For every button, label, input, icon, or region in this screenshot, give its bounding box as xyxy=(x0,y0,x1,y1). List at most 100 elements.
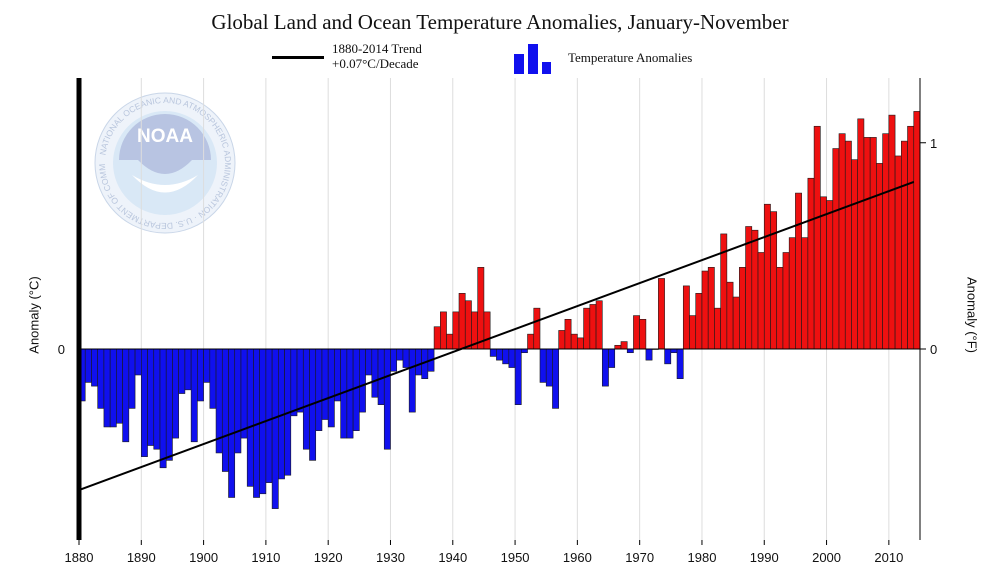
x-tick-label: 1920 xyxy=(314,550,343,565)
bar xyxy=(626,348,634,354)
bar xyxy=(190,348,198,443)
bar xyxy=(296,348,304,413)
bar xyxy=(907,125,915,350)
bar xyxy=(745,226,753,350)
bar xyxy=(371,348,379,398)
bar xyxy=(184,348,192,391)
bar xyxy=(246,348,254,487)
bar xyxy=(290,348,298,417)
bar xyxy=(390,348,398,372)
bar xyxy=(670,348,678,354)
legend-anomalies-swatch xyxy=(514,44,552,74)
bar xyxy=(446,333,454,350)
bar xyxy=(483,311,491,350)
bar xyxy=(757,252,765,350)
bar xyxy=(533,307,541,350)
bar xyxy=(109,348,117,428)
x-tick-label: 1890 xyxy=(127,550,156,565)
bar xyxy=(838,133,846,350)
y-axis-label-right: Anomaly (°F) xyxy=(964,277,980,353)
bar xyxy=(888,114,896,350)
bar xyxy=(844,140,852,350)
bar xyxy=(826,200,834,350)
bar xyxy=(901,140,908,350)
x-tick-label: 1930 xyxy=(376,550,405,565)
bar xyxy=(664,348,672,365)
noaa-logo-icon: NOAA NATIONAL OCEANIC AND ATMOSPHERIC AD… xyxy=(92,90,236,234)
bar xyxy=(558,330,566,350)
bar xyxy=(97,348,105,409)
bar xyxy=(122,348,130,443)
bar xyxy=(832,148,840,350)
chart-title: Global Land and Ocean Temperature Anomal… xyxy=(211,10,789,34)
x-tick-label: 1960 xyxy=(563,550,592,565)
bar xyxy=(658,278,665,350)
bar xyxy=(520,348,528,354)
bar xyxy=(552,348,559,409)
y-tick-label-right: 0 xyxy=(930,342,937,357)
bar xyxy=(128,348,136,409)
bar xyxy=(676,348,684,380)
bar xyxy=(813,125,821,350)
bar xyxy=(203,348,211,383)
bar xyxy=(147,348,155,446)
bar xyxy=(116,348,123,424)
x-tick-label: 1970 xyxy=(625,550,654,565)
bar xyxy=(545,348,553,387)
y-tick-label-right: 1 xyxy=(930,136,937,151)
bar xyxy=(508,348,516,368)
x-tick-label: 2010 xyxy=(874,550,903,565)
bar xyxy=(209,348,217,409)
noaa-logo-text: NOAA xyxy=(137,126,193,147)
bar xyxy=(714,307,721,350)
bar xyxy=(857,118,865,350)
bar xyxy=(882,133,890,350)
bar xyxy=(707,267,715,350)
bar xyxy=(689,315,697,350)
bar xyxy=(240,348,248,439)
bar xyxy=(91,348,98,387)
bar xyxy=(440,311,447,350)
legend-swatch-bar xyxy=(528,44,538,74)
bar xyxy=(141,348,148,457)
bar xyxy=(801,237,809,350)
bar xyxy=(458,293,466,350)
bar xyxy=(795,192,802,350)
bar xyxy=(863,137,871,350)
bar xyxy=(359,348,366,413)
bar xyxy=(383,348,391,450)
bar xyxy=(464,300,472,350)
bar xyxy=(327,348,335,428)
bar xyxy=(315,348,323,431)
bar xyxy=(608,348,616,368)
bar xyxy=(134,348,142,376)
legend-trend-swatch xyxy=(272,56,324,59)
x-tick-label: 1950 xyxy=(501,550,530,565)
bar xyxy=(228,348,236,498)
bar xyxy=(197,348,204,402)
bar xyxy=(159,348,167,469)
legend-anomalies-label: Temperature Anomalies xyxy=(568,50,693,65)
bar xyxy=(172,348,179,439)
bar xyxy=(489,348,497,357)
bar xyxy=(577,337,584,350)
y-axis-label-left: Anomaly (°C) xyxy=(26,276,42,354)
bar xyxy=(539,348,547,383)
legend-swatch-bar xyxy=(514,54,524,74)
bar xyxy=(564,318,572,350)
legend-trend-label: 1880-2014 Trend +0.07°C/Decade xyxy=(332,41,422,71)
bar xyxy=(751,229,759,350)
x-tick-label: 1900 xyxy=(189,550,218,565)
bar xyxy=(265,348,273,483)
bar xyxy=(732,296,740,350)
x-tick-label: 2000 xyxy=(812,550,841,565)
bar xyxy=(763,203,771,350)
bar xyxy=(396,348,404,361)
bar xyxy=(496,348,503,361)
bar xyxy=(695,293,703,350)
bar xyxy=(271,348,279,509)
bar xyxy=(527,333,535,350)
bar xyxy=(739,267,746,350)
